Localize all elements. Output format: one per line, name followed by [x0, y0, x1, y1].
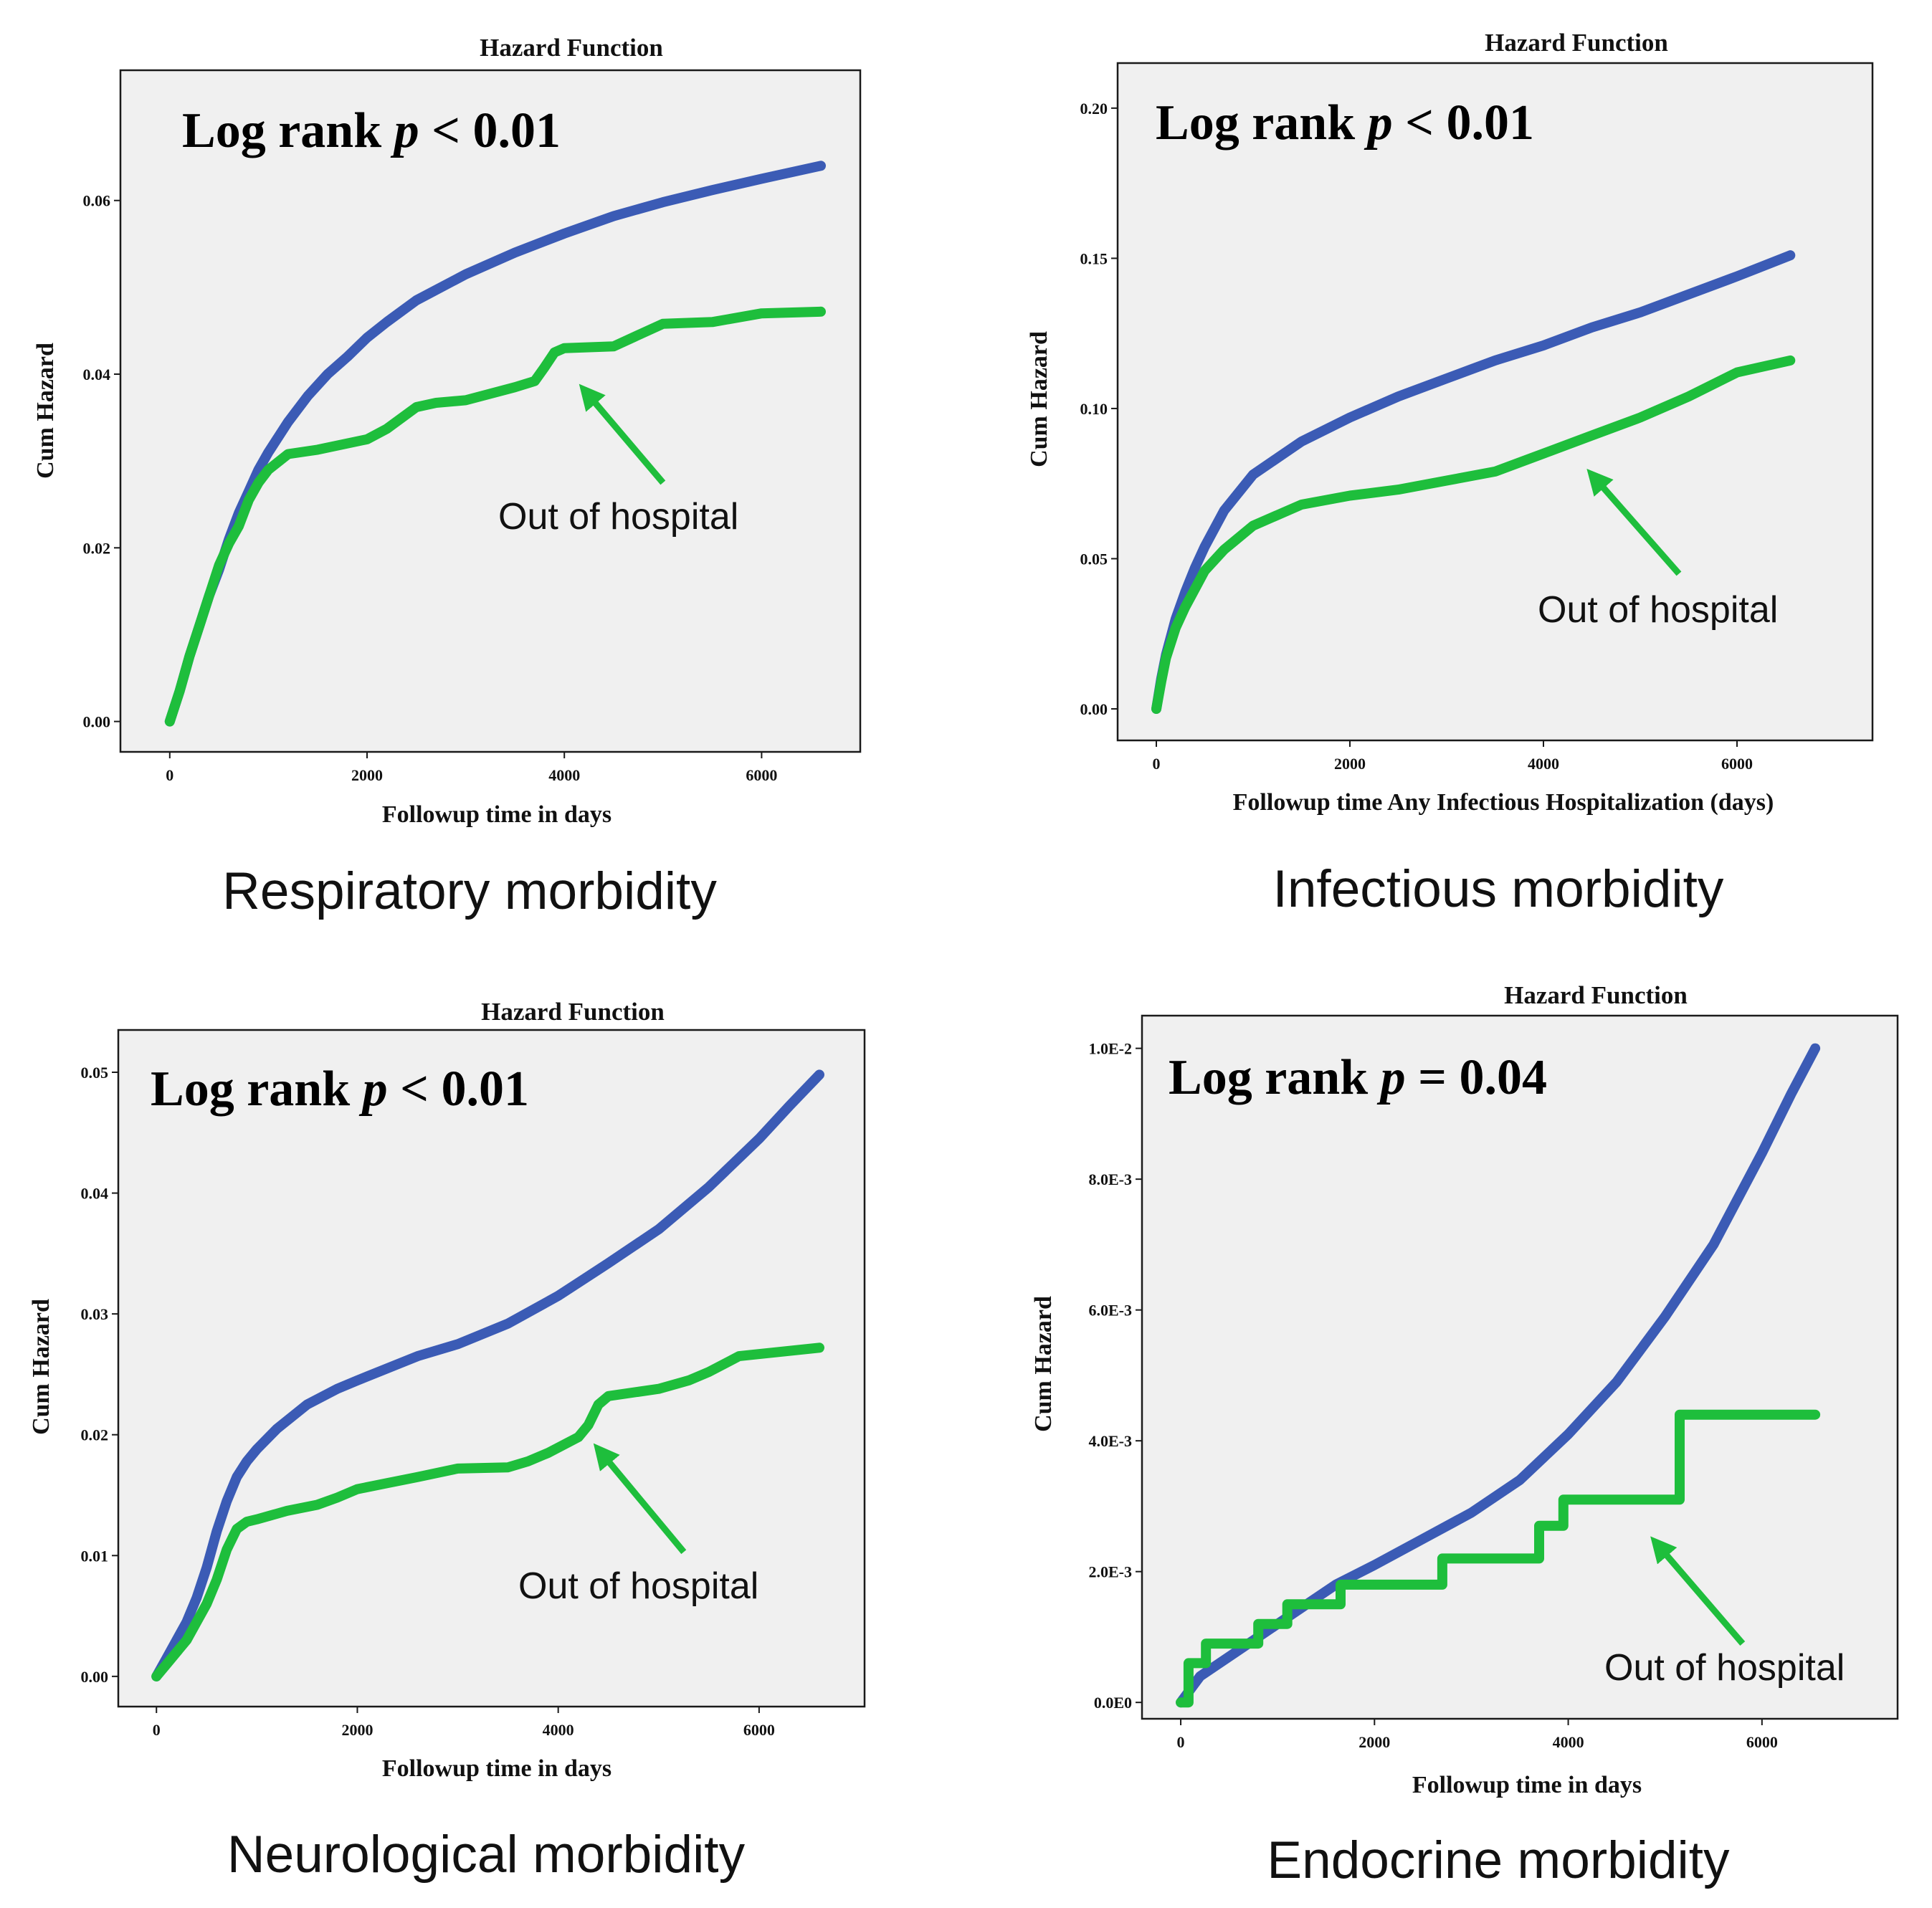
y-tick-label: 0.01	[81, 1547, 109, 1565]
series-line-green	[164, 306, 826, 727]
plot-area	[1141, 1014, 1899, 1720]
y-tick-label: 0.03	[81, 1305, 109, 1323]
x-tick-label: 4000	[1553, 1733, 1584, 1751]
y-tick-label: 0.00	[1080, 700, 1108, 718]
panel-title: Hazard Function	[481, 998, 665, 1026]
x-tick-label: 6000	[1746, 1733, 1778, 1751]
x-axis-label: Followup time in days	[382, 1755, 612, 1782]
y-tick-label: 0.05	[1080, 550, 1108, 568]
series-line-green	[1151, 355, 1796, 714]
panel-title: Hazard Function	[1504, 981, 1688, 1009]
x-tick-label: 6000	[746, 766, 777, 784]
x-tick-label: 0	[153, 1721, 161, 1739]
y-tick-label: 0.06	[83, 192, 111, 210]
panel-caption: Neurological morbidity	[227, 1826, 746, 1884]
panel-title: Hazard Function	[1485, 29, 1668, 57]
x-tick-label: 0	[166, 766, 173, 784]
y-tick-label: 0.02	[81, 1426, 109, 1444]
y-tick-label: 8.0E-3	[1089, 1170, 1133, 1188]
y-tick-label: 0.04	[83, 366, 111, 383]
panel-neurological: Hazard Function 0 2000 4000 6000 0.00 0.01 0.0…	[28, 998, 866, 1884]
y-tick-label: 0.00	[81, 1668, 109, 1686]
y-tick-label: 2.0E-3	[1089, 1563, 1133, 1581]
log-rank-label: Log rank p < 0.01	[182, 103, 561, 158]
series-line-green	[1176, 1409, 1821, 1708]
x-tick-label: 0	[1153, 755, 1161, 773]
x-tick-label: 0	[1177, 1733, 1185, 1751]
panel-caption: Infectious morbidity	[1273, 860, 1724, 918]
x-tick-label: 2000	[351, 766, 383, 784]
annotation-label: Out of hospital	[1538, 589, 1778, 631]
x-axis-label: Followup time in days	[382, 801, 612, 828]
x-axis-label: Followup time Any Infectious Hospitaliza…	[1233, 789, 1774, 816]
panel-endocrine: Hazard Function 0 2000 4000 6000 0.0E0 2.0E-3…	[1030, 981, 1899, 1889]
x-tick-label: 4000	[543, 1721, 574, 1739]
y-tick-label: 0.15	[1080, 249, 1108, 267]
log-rank-label: Log rank p < 0.01	[151, 1062, 529, 1117]
y-axis-label: Cum Hazard	[1030, 1296, 1057, 1432]
panel-caption: Respiratory morbidity	[222, 862, 717, 920]
y-tick-label: 0.0E0	[1094, 1694, 1132, 1712]
x-tick-label: 2000	[341, 1721, 373, 1739]
annotation-arrow	[579, 383, 666, 485]
plot-area	[119, 69, 862, 753]
annotation-arrow	[593, 1443, 687, 1555]
y-axis-label: Cum Hazard	[1026, 331, 1052, 467]
x-tick-label: 2000	[1358, 1733, 1390, 1751]
plot-area	[1116, 62, 1874, 742]
panel-respiratory: Hazard Function 0 2000 4000 6000 0.00 0.02 0.0…	[32, 34, 862, 920]
series-line-blue	[151, 1069, 824, 1682]
y-tick-label: 0.02	[83, 539, 111, 557]
series-line-green	[151, 1342, 824, 1682]
panel-title: Hazard Function	[480, 34, 663, 62]
y-tick-label: 4.0E-3	[1089, 1432, 1133, 1450]
y-axis-label: Cum Hazard	[32, 343, 59, 479]
y-tick-label: 0.04	[81, 1185, 109, 1203]
x-tick-label: 2000	[1334, 755, 1366, 773]
x-tick-label: 6000	[743, 1721, 775, 1739]
x-tick-label: 4000	[548, 766, 580, 784]
annotation-label: Out of hospital	[1604, 1647, 1845, 1689]
y-tick-label: 1.0E-2	[1089, 1040, 1133, 1058]
y-tick-label: 0.00	[83, 713, 111, 731]
y-tick-label: 0.20	[1080, 100, 1108, 118]
panel-infectious: Hazard Function 0 2000 4000 6000 0.00 0.05 0.1…	[1026, 29, 1874, 918]
series-line-blue	[1176, 1043, 1821, 1708]
annotation-arrow	[1586, 469, 1682, 576]
y-tick-label: 6.0E-3	[1089, 1302, 1133, 1320]
y-tick-label: 0.05	[81, 1064, 109, 1082]
log-rank-label: Log rank p < 0.01	[1156, 95, 1534, 151]
x-tick-label: 6000	[1721, 755, 1753, 773]
panel-caption: Endocrine morbidity	[1267, 1831, 1730, 1889]
y-axis-label: Cum Hazard	[28, 1299, 54, 1435]
annotation-label: Out of hospital	[498, 496, 738, 538]
x-axis-label: Followup time in days	[1412, 1772, 1642, 1798]
annotation-arrow	[1650, 1536, 1746, 1646]
annotation-label: Out of hospital	[518, 1565, 758, 1607]
y-tick-label: 0.10	[1080, 400, 1108, 418]
plot-area	[117, 1029, 866, 1708]
log-rank-label: Log rank p = 0.04	[1169, 1050, 1547, 1105]
x-tick-label: 4000	[1528, 755, 1559, 773]
